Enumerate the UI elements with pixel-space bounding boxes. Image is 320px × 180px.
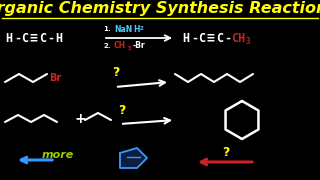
Text: H: H — [133, 24, 140, 33]
Text: ?: ? — [118, 103, 125, 116]
Text: ≡: ≡ — [206, 31, 214, 44]
Text: 3: 3 — [246, 37, 251, 46]
Text: more: more — [42, 150, 74, 160]
Text: 3: 3 — [128, 46, 132, 51]
Text: -: - — [191, 31, 198, 44]
Text: CH: CH — [114, 42, 126, 51]
Text: NaN: NaN — [114, 24, 132, 33]
Text: H: H — [182, 31, 189, 44]
Text: ?: ? — [112, 66, 119, 80]
Polygon shape — [120, 148, 147, 168]
Text: CH: CH — [231, 31, 245, 44]
Text: H: H — [55, 31, 62, 44]
Text: -: - — [47, 31, 54, 44]
Text: C: C — [216, 31, 223, 44]
Text: 2.: 2. — [103, 43, 110, 49]
Text: C: C — [21, 31, 28, 44]
Text: Organic Chemistry Synthesis Reactions: Organic Chemistry Synthesis Reactions — [0, 1, 320, 17]
Text: 1.: 1. — [103, 26, 111, 32]
Text: -Br: -Br — [133, 42, 146, 51]
Text: -: - — [224, 31, 231, 44]
Text: Br: Br — [49, 73, 61, 83]
Text: C: C — [39, 31, 46, 44]
Text: 2: 2 — [140, 26, 144, 31]
Text: ?: ? — [222, 145, 229, 159]
Text: ≡: ≡ — [29, 31, 37, 44]
Text: C: C — [198, 31, 205, 44]
Text: H: H — [5, 31, 12, 44]
Text: -: - — [14, 31, 21, 44]
Text: +: + — [74, 112, 86, 126]
